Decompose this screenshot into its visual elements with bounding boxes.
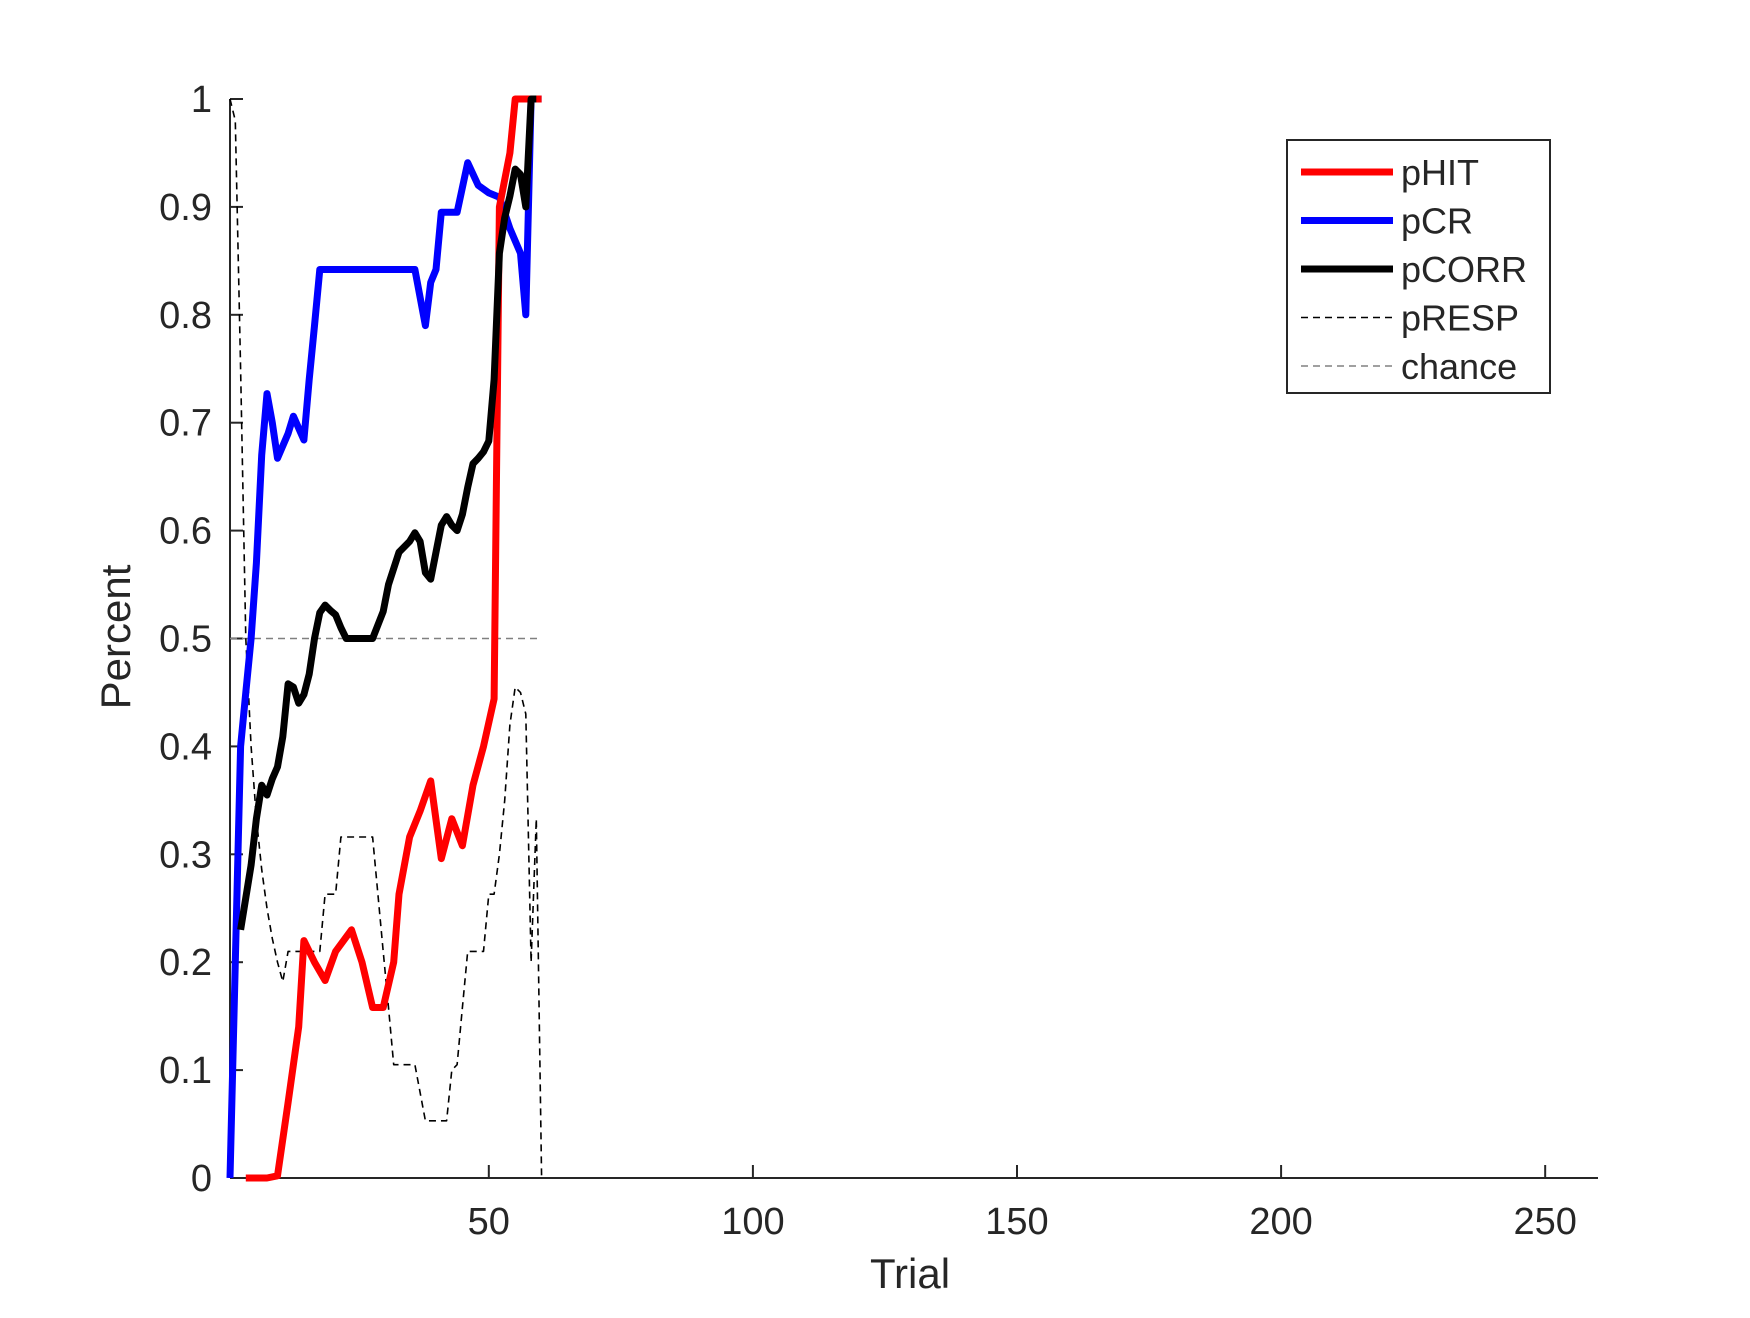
y-tick-label: 0 (191, 1158, 212, 1200)
series-line-presp (229, 98, 543, 1179)
series-line-pcorr (237, 95, 537, 931)
x-tick-label: 200 (1249, 1201, 1312, 1243)
legend-label-pcorr: pCORR (1401, 249, 1527, 290)
y-tick-label: 0.5 (159, 619, 212, 661)
y-tick-label: 0.9 (159, 187, 212, 229)
x-tick-label: 250 (1513, 1201, 1576, 1243)
legend-label-chance: chance (1401, 346, 1517, 387)
y-tick-label: 0.4 (159, 726, 212, 768)
y-tick-label: 0.2 (159, 942, 212, 984)
series-line-phit (245, 95, 542, 1182)
x-tick-label: 50 (468, 1201, 510, 1243)
legend-label-presp: pRESP (1401, 298, 1519, 339)
series-line-pcr (226, 95, 542, 1179)
x-axis-label: Trial (870, 1250, 950, 1297)
y-tick-label: 0.7 (159, 403, 212, 445)
plot-area (226, 95, 543, 1182)
legend-label-phit: pHIT (1401, 152, 1479, 193)
y-tick-label: 0.3 (159, 834, 212, 876)
x-tick-label: 100 (721, 1201, 784, 1243)
axes: 50 100 150 200 250 0 0.1 0.2 0.3 0.4 0.5 0.6 0.7 0.8 0… (159, 79, 1598, 1243)
legend: pHIT pCR pCORR pRESP chance (1286, 139, 1551, 394)
y-axis-label: Percent (92, 564, 139, 709)
y-tick-label: 0.6 (159, 511, 212, 553)
y-tick-label: 1 (191, 79, 212, 121)
y-tick-label: 0.1 (159, 1050, 212, 1092)
y-tick-label: 0.8 (159, 295, 212, 337)
x-tick-label: 150 (985, 1201, 1048, 1243)
legend-label-pcr: pCR (1401, 201, 1473, 242)
